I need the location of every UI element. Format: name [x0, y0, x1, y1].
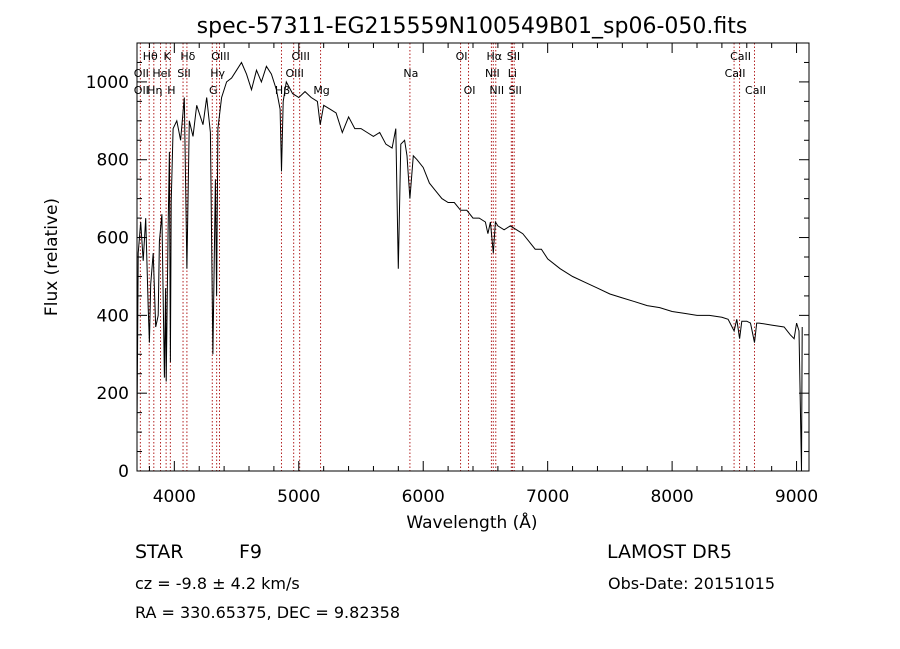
line-marker-label: Hθ — [143, 50, 158, 63]
line-marker-label: SII — [508, 84, 521, 97]
line-marker-label: OII — [134, 67, 149, 80]
y-tick-label: 400 — [97, 306, 129, 326]
velocity-readout: cz = -9.8 ± 4.2 km/s — [135, 574, 300, 593]
y-tick-label: 1000 — [86, 73, 129, 93]
x-axis-label: Wavelength (Å) — [406, 511, 537, 533]
line-marker-label: NII — [485, 67, 500, 80]
line-marker-label: Na — [403, 67, 418, 80]
y-tick-label: 0 — [118, 462, 129, 482]
x-tick-label: 8000 — [650, 487, 693, 507]
x-tick-label: 4000 — [153, 487, 196, 507]
subclass: F9 — [239, 541, 263, 563]
x-tick-label: 9000 — [775, 487, 818, 507]
x-axis-ticks: 4000 5000 6000 7000 8000 9000 — [148, 43, 818, 507]
obs-date: Obs-Date: 20151015 — [608, 574, 776, 593]
line-marker-label: OIII — [291, 50, 309, 63]
y-tick-label: 200 — [97, 384, 129, 404]
plot-frame — [136, 42, 810, 472]
line-marker-label: Li — [508, 67, 517, 80]
line-marker-label: Hγ — [210, 67, 225, 80]
line-marker-label: CaII — [745, 84, 766, 97]
line-marker-label: CaII — [725, 67, 746, 80]
x-tick-label: 5000 — [277, 487, 320, 507]
y-tick-label: 600 — [97, 229, 129, 249]
line-marker-label: OI — [464, 84, 476, 97]
coordinates: RA = 330.65375, DEC = 9.82358 — [135, 603, 401, 622]
y-tick-label: 800 — [97, 151, 129, 171]
line-marker-label: K — [164, 50, 172, 63]
line-marker-label: Mg — [313, 84, 329, 97]
line-marker-label: HeI — [152, 67, 170, 80]
line-marker-label: OIII — [285, 67, 303, 80]
y-axis-ticks: 0 200 400 600 800 1000 — [86, 42, 809, 482]
x-tick-label: 6000 — [402, 487, 445, 507]
line-marker-label: Hη — [147, 84, 162, 97]
line-marker-label: OII — [134, 84, 149, 97]
y-axis-label: Flux (relative) — [42, 198, 62, 316]
line-marker-label: OIII — [211, 50, 229, 63]
line-marker-label: NII — [489, 84, 504, 97]
chart-title: spec-57311-EG215559N100549B01_sp06-050.f… — [197, 14, 748, 39]
line-marker-label: CaII — [730, 50, 751, 63]
line-marker-label: SII — [177, 67, 190, 80]
emission-line-markers — [139, 43, 755, 471]
line-marker-label: OI — [456, 50, 468, 63]
x-tick-label: 7000 — [526, 487, 569, 507]
line-marker-label: Hα — [487, 50, 503, 63]
spectrum-line — [136, 61, 803, 472]
line-marker-label: Hδ — [180, 50, 195, 63]
line-marker-label: Hβ — [275, 84, 290, 97]
line-marker-label: H — [167, 84, 175, 97]
line-marker-label: SII — [507, 50, 520, 63]
survey-name: LAMOST DR5 — [607, 541, 732, 563]
line-marker-label: G — [209, 84, 218, 97]
object-class: STAR — [135, 541, 184, 563]
